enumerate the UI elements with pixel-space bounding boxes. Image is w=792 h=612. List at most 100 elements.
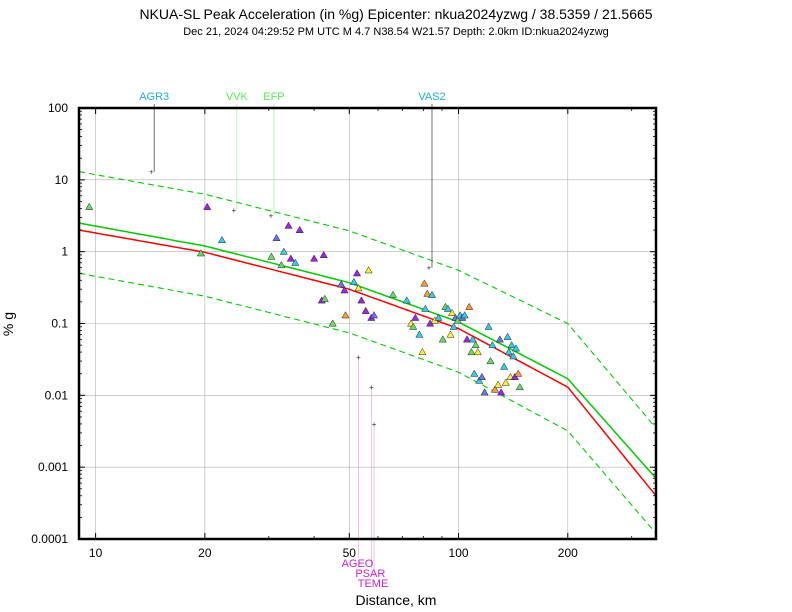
cross-marker: + [232,206,237,215]
station-point [470,369,479,377]
station-point [361,306,370,314]
station-point [354,284,363,292]
chart-title: NKUA-SL Peak Acceleration (in %g) Epicen… [139,6,653,22]
x-axis-label: Distance, km [356,592,437,608]
station-point [320,294,329,302]
station-point [448,308,457,316]
y-axis-label: % g [0,312,16,336]
station-point [284,221,293,229]
station-point [494,380,503,388]
axis-ticks: 10 20 50 100 200 100 10 1 0.1 0.01 0.001 0.0001 [31,101,656,560]
station-point [467,347,476,356]
cross-marker: + [356,353,361,362]
station-point [267,252,276,260]
x-tick-label: 100 [449,546,469,560]
station-point [501,378,510,386]
station-point [509,352,518,360]
station-label-bottom: AGEO [342,558,374,570]
station-point [423,289,432,297]
station-point [443,304,452,312]
station-point [475,376,484,384]
station-label-bottom: PSAR [355,568,385,580]
station-point [409,322,418,330]
curve-green-dashed [78,272,657,534]
station-point [328,319,337,327]
station-point [272,233,281,241]
station-point [85,202,94,210]
station-point [427,290,437,298]
station-point [277,260,286,269]
y-tick-label: 100 [48,101,68,115]
station-point [500,362,509,370]
station-point [369,311,379,319]
chart-subtitle: Dec 21, 2024 04:29:52 PM UTC M 4.7 N38.5… [183,26,609,38]
station-point [488,340,497,349]
station-point [484,322,493,330]
station-point [473,347,482,356]
station-point [471,340,480,349]
y-tick-label: 0.0001 [31,532,68,546]
y-tick-label: 0.001 [38,460,68,474]
station-point [468,335,477,343]
curve-red [78,229,657,497]
station-label-top: VVK [226,91,249,103]
station-point [486,356,495,365]
station-point [446,330,455,338]
x-tick-label: 50 [343,546,357,560]
cross-marker: + [372,420,377,429]
station-point [418,347,427,356]
station-point [438,335,447,343]
station-point [402,296,411,304]
station-point [341,311,350,319]
station-point [291,258,300,266]
station-point [460,311,469,319]
station-point [507,340,516,349]
y-tick-label: 0.01 [45,388,69,402]
station-point [449,322,458,330]
station-point [495,335,504,343]
station-point [217,235,227,244]
station-label-top: VAS2 [418,91,445,103]
y-tick-label: 10 [55,173,69,187]
station-point [434,313,443,321]
station-point [337,280,346,288]
x-tick-label: 200 [558,546,578,560]
station-point [477,372,486,380]
station-point [286,254,295,262]
station-point [319,250,328,258]
station-point [388,290,398,298]
station-points [85,202,524,396]
y-tick-label: 1 [61,245,68,259]
station-point [465,302,474,310]
station-point [415,330,424,338]
station-point [421,304,430,312]
x-tick-label: 20 [198,546,212,560]
station-leader-lines: + + + + + + + [149,104,433,578]
cross-marker: + [269,211,274,220]
station-point [352,269,362,277]
station-point [295,225,304,233]
station-point [514,369,523,377]
station-label-bottom: TEME [358,578,389,590]
station-point [490,385,500,393]
station-point [364,266,373,274]
station-label-top: AGR3 [139,91,169,103]
station-label-top: EFP [263,91,284,103]
station-point [511,344,521,352]
station-point [497,388,506,396]
station-point [196,249,205,257]
y-tick-label: 0.1 [51,317,68,331]
station-point [420,279,429,287]
station-point [515,382,524,391]
station-point [349,277,358,285]
station-point [340,286,349,294]
cross-marker: + [149,168,154,177]
station-point [411,313,420,321]
station-point [310,254,319,262]
station-point [504,347,513,356]
station-point [279,247,288,255]
station-point [480,388,489,396]
cross-marker: + [369,383,374,392]
station-point [203,202,212,210]
